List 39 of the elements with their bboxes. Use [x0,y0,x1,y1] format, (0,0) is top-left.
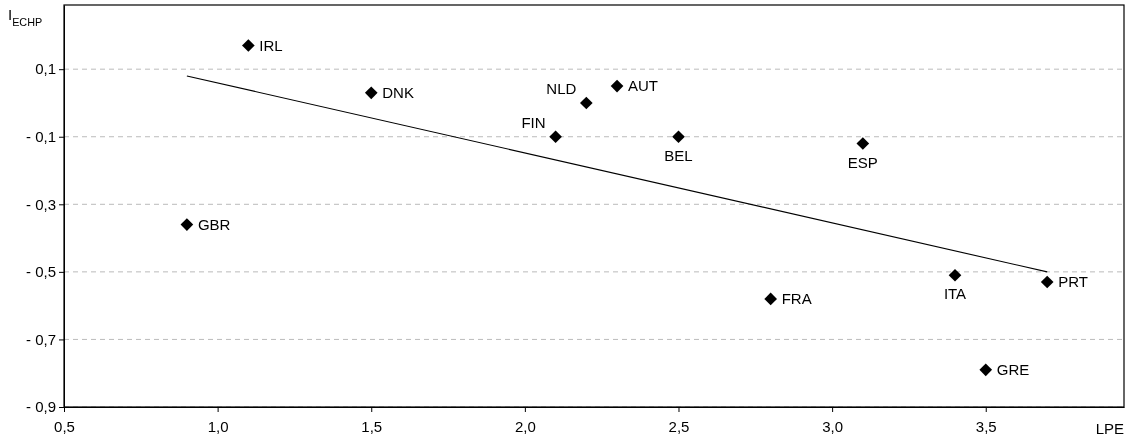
x-tick-label: 1,5 [361,417,383,435]
annotation: FIN [521,113,546,131]
point [549,130,562,144]
y-axis-title: I$_{ECHP}$ [8,6,43,28]
annotation: AUT [628,77,659,95]
point [764,292,777,306]
y-tick-label: - 0,9 [25,398,56,416]
point [856,137,870,150]
x-tick-label: 3,5 [975,417,997,435]
annotation: GBR [197,215,231,233]
point [579,96,593,110]
x-tick-label: 2,0 [514,417,536,435]
point [242,39,255,52]
x-tick-label: 2,5 [668,417,690,435]
annotation: PRT [1058,273,1088,291]
y-tick-label: - 0,7 [25,330,56,348]
annotation: BEL [664,146,693,164]
annotation: NLD [546,79,577,97]
annotation: GRE [996,360,1030,378]
point [610,79,624,93]
y-tick-label: - 0,5 [25,263,56,281]
x-tick-label: 1,0 [207,417,229,435]
point [1040,275,1054,289]
point [180,218,194,231]
point [979,363,993,377]
annotation: FRA [781,289,812,307]
x-axis-title: LPE [1095,420,1124,437]
y-tick-label: - 0,1 [25,128,56,146]
point [364,86,378,100]
point [948,268,962,282]
y-tick-label: 0,1 [35,60,56,78]
annotation: DNK [382,83,414,101]
y-tick-label: - 0,3 [25,195,56,213]
x-tick-label: 0,5 [54,417,75,435]
x-tick-label: 3,0 [822,417,844,435]
point [672,130,685,144]
annotation: IRL [259,36,283,54]
annotation: ESP [847,153,878,171]
annotation: ITA [943,285,967,303]
